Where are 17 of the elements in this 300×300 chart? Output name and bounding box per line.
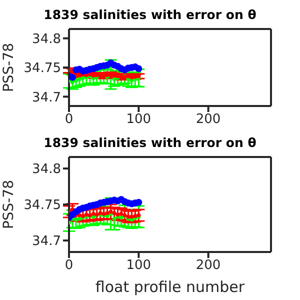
- y-tick-label: 34.8: [32, 162, 61, 178]
- chart-title: 1839 salinities with error on θ: [42, 6, 258, 24]
- x-tick-label: 100: [126, 112, 152, 128]
- x-axis-title: float profile number: [95, 278, 246, 296]
- y-axis-title: PSS-78: [0, 42, 17, 92]
- chart-title: 1839 salinities with error on θ: [42, 134, 258, 152]
- y-tick-label: 34.7: [32, 234, 61, 250]
- x-tick-label: 0: [64, 112, 74, 128]
- x-tick-label: 0: [64, 258, 74, 274]
- x-tick-label: 200: [196, 112, 221, 128]
- x-tick-label: 100: [126, 258, 152, 274]
- y-tick-label: 34.7: [32, 90, 61, 106]
- y-axis-title: PSS-78: [0, 180, 17, 230]
- x-tick-label: 200: [196, 258, 221, 274]
- y-tick-label: 34.75: [24, 198, 61, 214]
- y-tick-label: 34.8: [32, 32, 61, 47]
- y-tick-label: 34.75: [24, 61, 61, 76]
